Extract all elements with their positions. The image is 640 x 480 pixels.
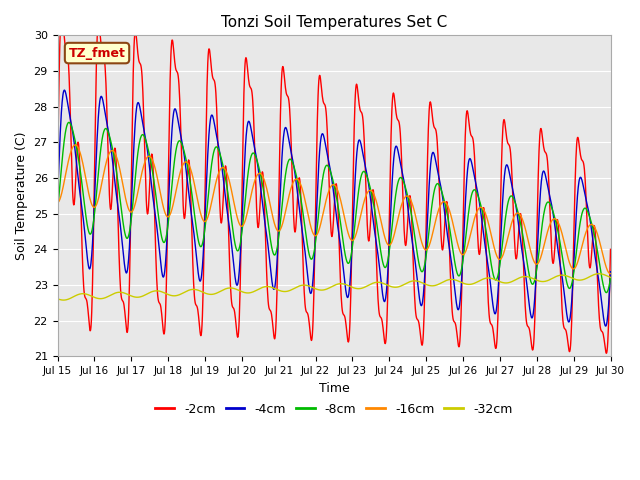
-4cm bbox=[607, 269, 614, 275]
-2cm bbox=[493, 344, 500, 349]
Title: Tonzi Soil Temperatures Set C: Tonzi Soil Temperatures Set C bbox=[221, 15, 447, 30]
-2cm bbox=[54, 168, 61, 174]
-8cm bbox=[54, 207, 61, 213]
-4cm bbox=[164, 226, 172, 231]
-32cm bbox=[541, 278, 549, 284]
-8cm bbox=[65, 120, 73, 125]
-2cm bbox=[420, 311, 428, 317]
-32cm bbox=[164, 291, 172, 297]
Legend: -2cm, -4cm, -8cm, -16cm, -32cm: -2cm, -4cm, -8cm, -16cm, -32cm bbox=[150, 398, 518, 420]
-2cm bbox=[541, 149, 549, 155]
-16cm bbox=[239, 223, 246, 228]
-16cm bbox=[54, 200, 61, 205]
Line: -32cm: -32cm bbox=[58, 274, 611, 300]
-8cm bbox=[164, 227, 172, 232]
-4cm bbox=[541, 171, 549, 177]
-4cm bbox=[61, 87, 68, 93]
-2cm bbox=[177, 131, 185, 136]
-32cm bbox=[177, 291, 185, 297]
-32cm bbox=[595, 271, 603, 276]
Line: -8cm: -8cm bbox=[58, 122, 611, 293]
-2cm bbox=[58, 11, 65, 16]
-16cm bbox=[607, 271, 614, 276]
Line: -2cm: -2cm bbox=[58, 13, 611, 353]
Line: -4cm: -4cm bbox=[58, 90, 611, 326]
-4cm bbox=[239, 199, 246, 204]
-8cm bbox=[541, 204, 549, 210]
-16cm bbox=[420, 246, 428, 252]
-8cm bbox=[602, 290, 610, 296]
-4cm bbox=[54, 195, 61, 201]
X-axis label: Time: Time bbox=[319, 382, 349, 395]
-4cm bbox=[602, 323, 609, 329]
-32cm bbox=[54, 296, 61, 301]
-16cm bbox=[541, 238, 549, 243]
-2cm bbox=[607, 246, 614, 252]
-4cm bbox=[177, 133, 185, 139]
-32cm bbox=[607, 275, 614, 280]
-8cm bbox=[177, 139, 185, 145]
-4cm bbox=[420, 283, 428, 288]
-8cm bbox=[607, 275, 614, 281]
-4cm bbox=[493, 307, 500, 312]
Line: -16cm: -16cm bbox=[58, 145, 611, 274]
-32cm bbox=[420, 281, 428, 287]
-2cm bbox=[602, 350, 610, 356]
-8cm bbox=[493, 277, 500, 283]
-2cm bbox=[239, 144, 246, 149]
-8cm bbox=[420, 264, 428, 270]
-16cm bbox=[164, 214, 172, 220]
-32cm bbox=[493, 277, 500, 283]
Y-axis label: Soil Temperature (C): Soil Temperature (C) bbox=[15, 132, 28, 260]
-2cm bbox=[164, 226, 172, 231]
-8cm bbox=[239, 222, 246, 228]
-16cm bbox=[72, 142, 79, 148]
-16cm bbox=[493, 252, 500, 258]
-32cm bbox=[60, 297, 67, 303]
-16cm bbox=[177, 168, 185, 173]
-32cm bbox=[239, 289, 246, 295]
Text: TZ_fmet: TZ_fmet bbox=[68, 47, 125, 60]
